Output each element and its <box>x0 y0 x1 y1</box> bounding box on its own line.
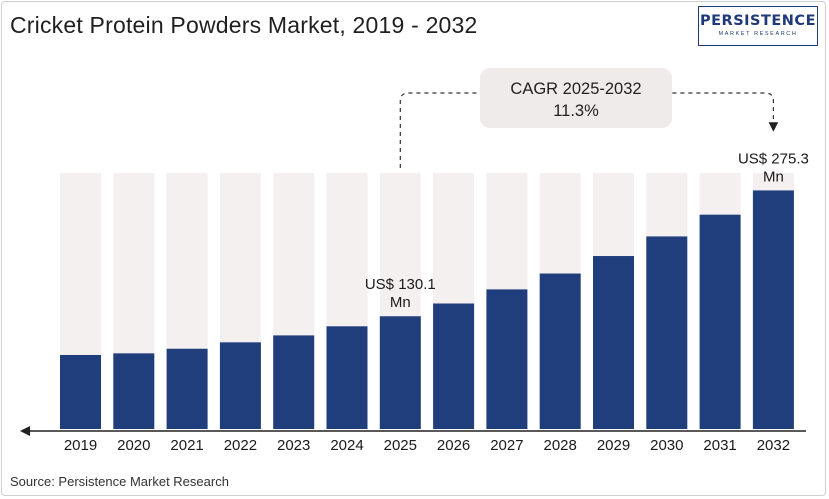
bar-2022 <box>219 342 261 429</box>
x-tick-2025: 2025 <box>384 437 417 454</box>
persistence-logo: PERSISTENCE MARKET RESEARCH <box>698 6 818 46</box>
bar-2031 <box>699 214 741 429</box>
value-label-2025: US$ 130.1 <box>365 276 436 293</box>
cagr-callout: CAGR 2025-2032 11.3% <box>399 68 779 168</box>
cagr-label: CAGR 2025-2032 <box>510 80 641 98</box>
chart-title: Cricket Protein Powders Market, 2019 - 2… <box>10 12 478 38</box>
source-note: Source: Persistence Market Research <box>10 474 229 489</box>
value-unit-2025: Mn <box>390 294 411 311</box>
bar-2023 <box>273 335 315 429</box>
value-unit-2032: Mn <box>763 168 784 185</box>
logo-wordmark: PERSISTENCE <box>700 13 816 29</box>
x-tick-2030: 2030 <box>650 437 683 454</box>
value-label-2032: US$ 275.3 <box>738 150 809 167</box>
data-bars <box>60 190 794 429</box>
x-tick-2020: 2020 <box>117 437 150 454</box>
x-tick-2024: 2024 <box>330 437 363 454</box>
logo-tagline: MARKET RESEARCH <box>718 31 798 37</box>
x-axis-arrow-icon <box>20 426 30 436</box>
x-tick-labels: 2019 2020 2021 2022 2023 2024 2025 2026 2027 2028… <box>64 437 790 454</box>
bar-2027 <box>486 289 528 429</box>
x-tick-2023: 2023 <box>277 437 310 454</box>
x-tick-2032: 2032 <box>757 437 790 454</box>
bar-2020 <box>113 353 155 429</box>
x-tick-2026: 2026 <box>437 437 470 454</box>
bar-2032 <box>752 190 794 429</box>
x-tick-2027: 2027 <box>490 437 523 454</box>
bar-2021 <box>166 348 208 429</box>
cagr-box <box>480 68 672 128</box>
x-tick-2028: 2028 <box>544 437 577 454</box>
bar-2019 <box>60 354 101 429</box>
bar-2026 <box>433 303 475 429</box>
x-tick-2029: 2029 <box>597 437 630 454</box>
x-tick-2031: 2031 <box>703 437 736 454</box>
bar-2024 <box>326 326 368 429</box>
cagr-value: 11.3% <box>553 102 599 120</box>
bar-2025 <box>379 316 421 429</box>
bar-2029 <box>593 256 634 429</box>
bar-2028 <box>539 273 581 429</box>
x-tick-2022: 2022 <box>224 437 257 454</box>
x-tick-2019: 2019 <box>64 437 97 454</box>
bar-2030 <box>646 236 688 429</box>
x-tick-2021: 2021 <box>170 437 203 454</box>
